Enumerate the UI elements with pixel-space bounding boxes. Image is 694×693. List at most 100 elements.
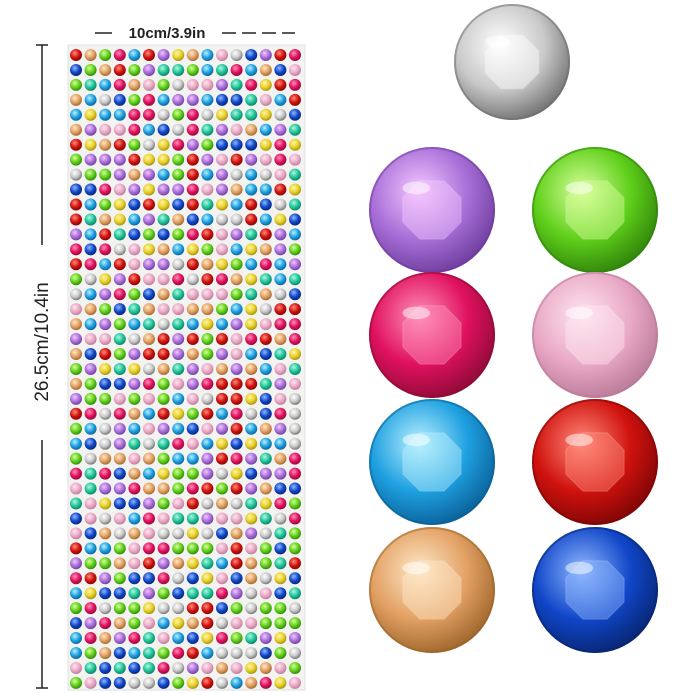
gem-highlight (402, 433, 431, 447)
small-gem (113, 108, 126, 121)
small-gem (216, 93, 228, 106)
small-gem (201, 467, 214, 480)
small-gem (289, 676, 301, 689)
small-gem (128, 377, 141, 390)
small-gem (289, 213, 301, 226)
small-gem (172, 632, 185, 645)
small-gem (84, 49, 97, 61)
small-gem (128, 258, 141, 271)
small-gem (230, 273, 243, 286)
small-gem (172, 243, 185, 256)
small-gem (274, 243, 287, 256)
small-gem (157, 617, 170, 630)
small-gem (201, 512, 214, 525)
small-gem (99, 303, 112, 316)
small-gem (230, 602, 243, 615)
gem-facet (565, 305, 625, 365)
small-gem (230, 108, 243, 121)
gem (532, 399, 658, 525)
small-gem (230, 49, 243, 61)
small-gem (186, 422, 199, 435)
small-gem (157, 228, 170, 241)
small-gem (128, 228, 141, 241)
small-gem (128, 542, 141, 555)
small-gem (186, 49, 199, 61)
gem-rim (369, 272, 495, 398)
small-gem (259, 138, 272, 151)
small-gem (128, 348, 141, 360)
small-gem (289, 138, 301, 151)
small-gem (289, 303, 301, 316)
small-gem (216, 542, 228, 555)
small-gem (289, 243, 301, 256)
small-gem (201, 93, 214, 106)
small-gem (128, 467, 141, 480)
small-gem (259, 512, 272, 525)
small-gem (245, 452, 258, 465)
small-gem (259, 228, 272, 241)
small-gem (245, 527, 258, 540)
small-gem (84, 482, 97, 495)
small-gem (157, 78, 170, 91)
small-gem (99, 632, 112, 645)
small-gem (201, 78, 214, 91)
small-gem (274, 617, 287, 630)
small-gem (216, 647, 228, 659)
small-gem (99, 213, 112, 226)
small-gem (201, 63, 214, 76)
small-gem (289, 273, 301, 286)
small-gem (230, 527, 243, 540)
small-gem (289, 647, 301, 659)
small-gem (259, 661, 272, 674)
small-gem (186, 557, 199, 570)
small-gem (289, 93, 301, 106)
small-gem (259, 452, 272, 465)
small-gem (70, 198, 82, 211)
small-gem (259, 93, 272, 106)
small-gem (186, 228, 199, 241)
small-gem (99, 318, 112, 331)
small-gem (216, 617, 228, 630)
small-gem (143, 168, 155, 181)
small-gem (201, 676, 214, 689)
small-gem (84, 587, 97, 600)
small-gem (99, 183, 112, 196)
small-gem (201, 108, 214, 121)
small-gem (99, 93, 112, 106)
small-gem (157, 482, 170, 495)
small-gem (99, 288, 112, 301)
gem-highlight (565, 306, 594, 320)
small-gem (289, 377, 301, 390)
small-gem (99, 647, 112, 659)
small-gem (230, 377, 243, 390)
small-gem (216, 512, 228, 525)
small-gem (172, 49, 185, 61)
small-gem (216, 138, 228, 151)
small-gem (70, 602, 82, 615)
small-gem (157, 422, 170, 435)
small-gem (70, 512, 82, 525)
small-gem (259, 213, 272, 226)
small-gem (259, 333, 272, 346)
small-gem (157, 198, 170, 211)
small-gem (84, 422, 97, 435)
small-gem (230, 437, 243, 450)
small-gem (186, 243, 199, 256)
small-gem (245, 78, 258, 91)
small-gem (186, 303, 199, 316)
small-gem (70, 572, 82, 585)
small-gem (70, 587, 82, 600)
small-gem (172, 572, 185, 585)
small-gem (201, 198, 214, 211)
small-gem (157, 138, 170, 151)
gem-facet (402, 180, 462, 240)
small-gem (230, 512, 243, 525)
small-gem (230, 228, 243, 241)
small-gem (113, 452, 126, 465)
small-gem (245, 138, 258, 151)
small-gem (128, 108, 141, 121)
gem (369, 147, 495, 273)
small-gem (157, 243, 170, 256)
small-gem (245, 422, 258, 435)
